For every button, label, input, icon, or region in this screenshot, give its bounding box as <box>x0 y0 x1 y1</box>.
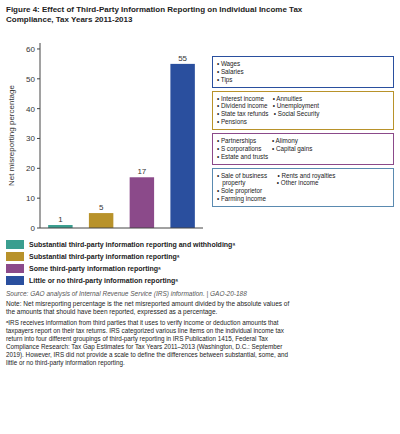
legend-swatch <box>6 264 24 273</box>
y-tick <box>37 78 40 79</box>
data-label: 55 <box>178 54 187 63</box>
annotation-box: • Sale of business • Rents and royalties… <box>212 168 394 207</box>
y-tick <box>37 48 40 49</box>
annotation-box: • Interest income • Annuities • Dividend… <box>212 91 394 130</box>
x-axis-line <box>40 228 203 229</box>
bars <box>48 64 195 228</box>
legend-label: Little or no third-party information rep… <box>29 277 178 284</box>
legend-item: Substantial third-party information repo… <box>6 250 394 262</box>
y-tick-label: 40 <box>26 105 35 114</box>
annotation-box: • Wages • Salaries • Tips <box>212 56 394 88</box>
legend: Substantial third-party information repo… <box>6 238 394 286</box>
bar <box>170 64 194 228</box>
y-tick <box>37 228 40 229</box>
y-tick <box>37 168 40 169</box>
y-tick-label: 50 <box>26 75 35 84</box>
data-label: 17 <box>137 167 146 176</box>
y-tick-label: 20 <box>26 164 35 173</box>
legend-swatch <box>6 276 24 285</box>
y-axis-line <box>40 43 41 228</box>
y-tick <box>37 108 40 109</box>
data-labels: 1 5 17 55 <box>58 54 187 224</box>
y-tick-label: 30 <box>26 134 35 143</box>
bar <box>130 177 154 228</box>
footnote-text: ᵃIRS receives information from third par… <box>6 319 394 366</box>
data-label: 5 <box>99 203 104 212</box>
legend-label: Some third-party information reportingᵃ <box>29 265 161 272</box>
y-tick <box>37 138 40 139</box>
y-tick-label: 60 <box>26 45 35 54</box>
y-tick-label: 0 <box>31 224 36 233</box>
legend-item: Substantial third-party information repo… <box>6 238 394 250</box>
chart-row: 1 5 17 55 0 10 20 30 40 50 60 Net misreporting perc… <box>6 29 394 234</box>
legend-swatch <box>6 240 24 249</box>
legend-item: Little or no third-party information rep… <box>6 274 394 286</box>
bar-chart: 1 5 17 55 0 10 20 30 40 50 60 Net misreporting perc… <box>6 29 208 234</box>
legend-item: Some third-party information reportingᵃ <box>6 262 394 274</box>
annotation-box: • Partnerships • Alimony • S corporation… <box>212 133 394 165</box>
source-text: Source: GAO analysis of Internal Revenue… <box>6 290 394 297</box>
y-axis: 0 10 20 30 40 50 60 <box>26 43 40 233</box>
bar <box>89 213 113 228</box>
annotation-boxes: • Wages • Salaries • Tips• Interest inco… <box>212 56 394 207</box>
legend-label: Substantial third-party information repo… <box>29 253 179 260</box>
chart-title: Figure 4: Effect of Third-Party Informat… <box>6 5 394 25</box>
data-label: 1 <box>58 215 63 224</box>
note-text: Note: Net misreporting percentage is the… <box>6 300 394 316</box>
y-tick-label: 10 <box>26 194 35 203</box>
y-axis-label: Net misreporting percentage <box>7 84 16 185</box>
legend-label: Substantial third-party information repo… <box>29 241 235 248</box>
legend-swatch <box>6 252 24 261</box>
y-tick <box>37 198 40 199</box>
